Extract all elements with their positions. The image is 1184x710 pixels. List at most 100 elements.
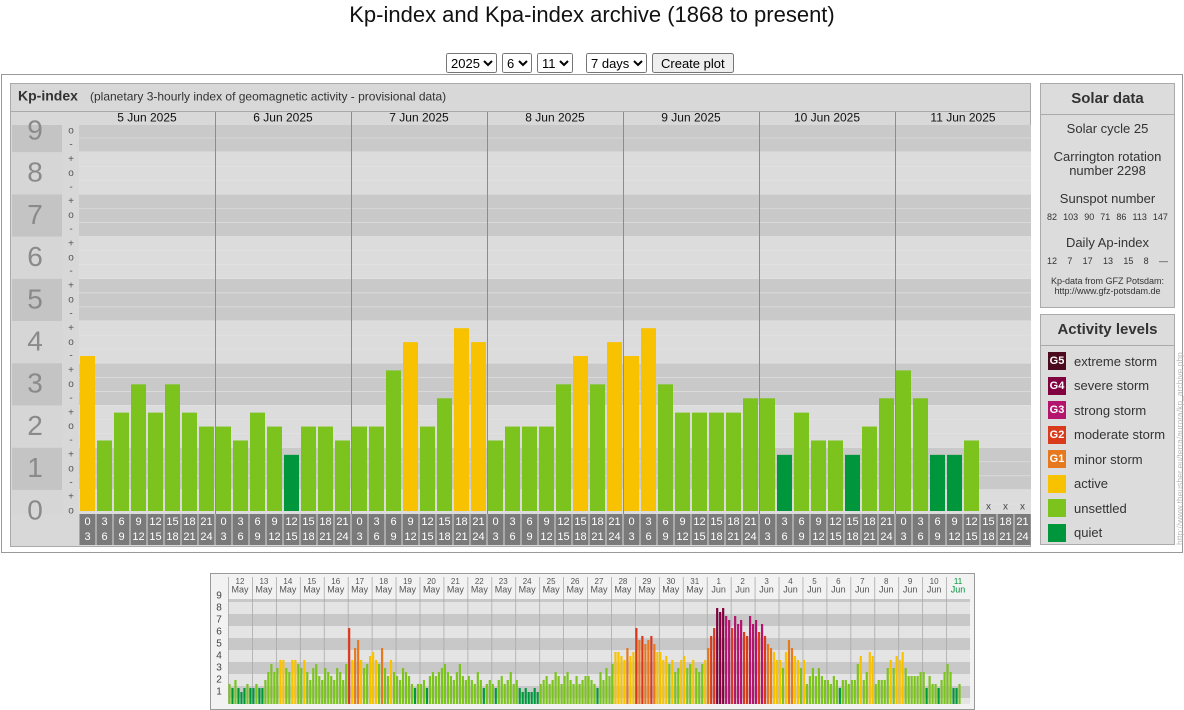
bar: [728, 620, 731, 704]
month-label: Jun: [735, 584, 750, 594]
slot-box: [232, 514, 249, 545]
slot-box: [368, 514, 385, 545]
bar: [505, 426, 520, 511]
sunspot-value: 82: [1047, 212, 1058, 222]
minor-tick-label: -: [69, 224, 72, 235]
level-item: G5 extreme storm: [1041, 349, 1174, 374]
bar: [828, 440, 843, 511]
bar: [713, 628, 716, 704]
ap-row: 12 7 17 13 15 8 —: [1041, 256, 1174, 266]
bar: [386, 370, 401, 511]
bar: [886, 668, 889, 704]
month-select[interactable]: 6: [502, 53, 532, 73]
panel-title: Solar data: [1041, 84, 1174, 115]
month-label: May: [495, 584, 513, 594]
slot-end: 6: [645, 531, 651, 543]
bar: [199, 426, 214, 511]
bar: [473, 683, 476, 704]
bar: [748, 616, 752, 704]
bar: [879, 398, 894, 511]
bar: [868, 652, 871, 704]
bar: [279, 659, 282, 704]
bar: [575, 676, 578, 704]
bar: [896, 370, 911, 511]
bar: [656, 652, 659, 704]
bar: [754, 620, 758, 704]
level-swatch: G3: [1048, 401, 1066, 420]
bar: [907, 676, 910, 704]
bar: [760, 398, 775, 511]
bar: [757, 632, 761, 704]
page-title: Kp-index and Kpa-index archive (1868 to …: [349, 2, 835, 27]
bar: [940, 680, 943, 704]
slot-start: 9: [679, 516, 685, 528]
bar: [404, 671, 408, 704]
slot-box: [657, 514, 674, 545]
slot-box: [538, 514, 555, 545]
slot-start: 18: [727, 516, 739, 528]
bar: [131, 384, 146, 511]
day-number: 2: [740, 577, 745, 586]
slot-start: 9: [951, 516, 957, 528]
bar: [775, 659, 779, 704]
bar: [617, 652, 620, 704]
month-label: Jun: [951, 584, 966, 594]
slot-end: 24: [744, 531, 756, 543]
month-label: May: [351, 584, 369, 594]
minor-tick-label: -: [69, 182, 72, 193]
bar: [751, 623, 755, 704]
minor-tick-label: +: [68, 323, 74, 334]
bar: [276, 668, 279, 704]
month-label: Jun: [783, 584, 798, 594]
year-select[interactable]: 2025: [446, 53, 497, 73]
bar: [264, 680, 267, 704]
bar: [787, 640, 791, 704]
slot-box: [470, 514, 487, 545]
bar: [662, 659, 665, 704]
missing-marker: x: [986, 502, 991, 513]
bar: [284, 454, 299, 511]
bar: [658, 384, 673, 511]
bar: [850, 680, 853, 704]
slot-start: 15: [982, 516, 994, 528]
solar-cycle: Solar cycle 25: [1066, 121, 1149, 136]
bar: [674, 671, 677, 704]
span-select[interactable]: 7 days: [586, 53, 647, 73]
day-select[interactable]: 11: [537, 53, 573, 73]
ap-value: 7: [1067, 256, 1073, 266]
bar: [737, 623, 740, 704]
month-label: May: [543, 584, 561, 594]
day-number: 8: [884, 577, 889, 586]
bar: [327, 671, 330, 704]
minor-tick-label: -: [69, 140, 72, 151]
slot-start: 6: [254, 516, 260, 528]
slot-box: [810, 514, 827, 545]
y-tick-label: 8: [27, 157, 43, 188]
bar: [443, 664, 447, 704]
bar: [297, 664, 300, 704]
create-plot-button[interactable]: Create plot: [652, 53, 734, 73]
slot-box: [300, 514, 317, 545]
level-list: G5 extreme storm G4 severe storm G3 strong st…: [1041, 346, 1174, 545]
slot-end: 9: [254, 531, 260, 543]
sunspot-value: 147: [1152, 212, 1168, 222]
slot-end: 18: [982, 531, 994, 543]
bar: [488, 680, 491, 704]
slot-start: 3: [509, 516, 515, 528]
slot-end: 9: [390, 531, 396, 543]
slot-start: 12: [421, 516, 433, 528]
slot-end: 18: [302, 531, 314, 543]
slot-end: 21: [319, 531, 331, 543]
level-label-bg: [12, 321, 62, 364]
bar: [930, 454, 945, 511]
bar: [608, 676, 611, 704]
slot-end: 15: [149, 531, 161, 543]
slot-box: [674, 514, 691, 545]
bar: [862, 426, 877, 511]
bar: [928, 676, 931, 704]
slot-box: [555, 514, 572, 545]
bar: [440, 668, 444, 704]
bar: [539, 683, 542, 704]
slot-box: [878, 514, 895, 545]
